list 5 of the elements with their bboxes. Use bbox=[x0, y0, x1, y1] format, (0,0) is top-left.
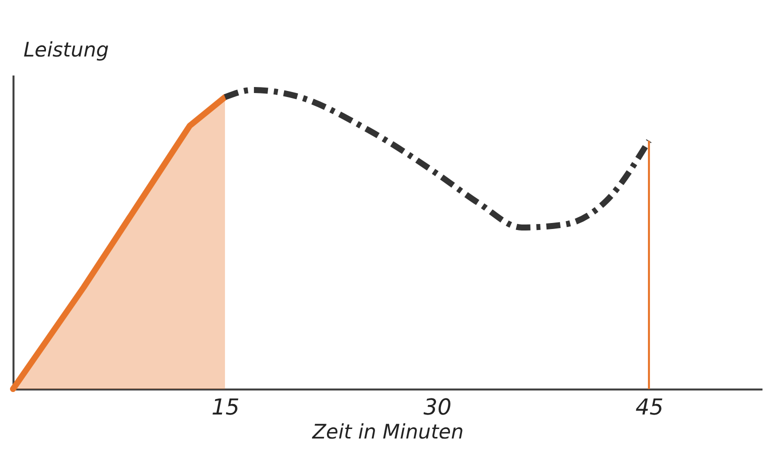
x-axis-title: Zeit in Minuten bbox=[311, 420, 464, 444]
x-tick-label: 30 bbox=[423, 396, 452, 420]
y-axis-title: Leistung bbox=[24, 38, 109, 62]
x-tick-label: 15 bbox=[211, 396, 240, 420]
x-tick-label: 45 bbox=[635, 396, 664, 420]
